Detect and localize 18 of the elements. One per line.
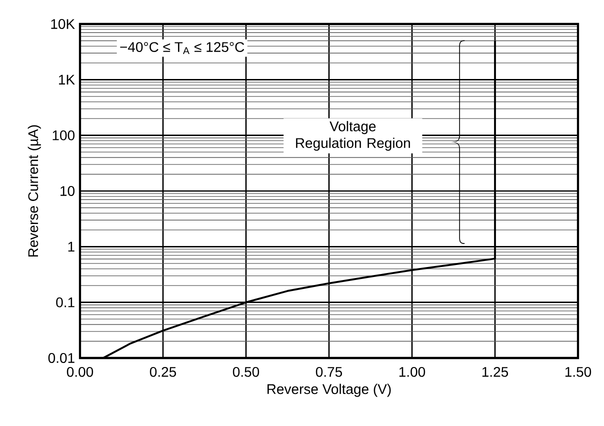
x-tick-label: 0.50	[232, 366, 260, 377]
y-tick-label: 10	[60, 186, 75, 196]
y-tick-label: 1	[68, 242, 74, 252]
annotation: Voltage Regulation Region	[296, 121, 410, 151]
y-tick-label: 10K	[51, 19, 75, 29]
x-tick-label: 1.25	[482, 366, 508, 377]
y-tick-label: 0.1	[56, 297, 74, 308]
y-tick-label: 100	[52, 130, 75, 140]
x-tick-label: 0.25	[150, 366, 176, 377]
x-tick-label: 0.00	[66, 366, 94, 377]
x-tick-label: 1.50	[565, 366, 592, 377]
x-axis-title: Reverse Voltage (V)	[268, 384, 391, 397]
x-tick-label: 1.00	[399, 366, 426, 377]
y-tick-label: 0.01	[48, 353, 74, 363]
y-tick-label: 1K	[59, 74, 75, 84]
annotation: −40°C ≤ T$_{A}$ ≤ 125°C	[120, 42, 244, 54]
y-axis-title: Reverse Current (µA)	[28, 125, 41, 257]
x-tick-label: 0.75	[316, 366, 342, 377]
